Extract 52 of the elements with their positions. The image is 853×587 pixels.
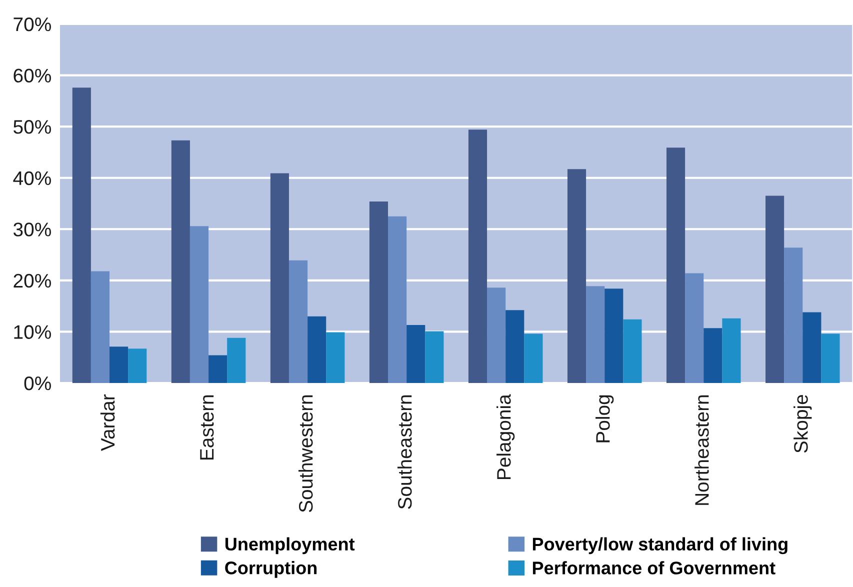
y-tick-label: 20% (14, 274, 51, 288)
bar (524, 334, 543, 383)
bar (308, 316, 326, 383)
bar (270, 173, 289, 383)
y-tick-label: 50% (14, 120, 51, 134)
bar (468, 130, 488, 383)
bar (821, 334, 840, 383)
y-tick-label: 40% (13, 171, 51, 186)
bar (567, 169, 586, 383)
bar (685, 273, 704, 383)
x-tick-label: Pelagonia (496, 394, 515, 480)
bar (586, 286, 605, 383)
y-tick-label: 0% (24, 376, 51, 390)
bar (388, 216, 407, 383)
bar (604, 288, 624, 383)
bar (190, 226, 209, 383)
bar (487, 288, 506, 383)
bar (425, 331, 444, 383)
bar (506, 310, 524, 383)
bar (90, 271, 110, 383)
y-tick-label: 70% (14, 17, 51, 32)
bar (208, 355, 228, 383)
bar (171, 140, 190, 383)
bar (227, 338, 246, 383)
x-tick-label: Northeastern (694, 395, 709, 505)
bar (623, 319, 642, 383)
legend-label: Unemployment (225, 537, 355, 554)
bar (766, 196, 784, 383)
bar (802, 312, 822, 383)
bar (369, 201, 388, 383)
legend-label: Poverty/low standard of living (532, 537, 788, 554)
y-tick-label: 10% (14, 325, 51, 339)
bar (288, 260, 308, 383)
bar (128, 348, 147, 383)
x-tick-label: Vardar (100, 394, 115, 451)
bar (704, 328, 722, 383)
legend-label: Corruption (225, 561, 317, 578)
bar (666, 148, 686, 383)
x-tick-label: Southwestern (298, 395, 313, 512)
bar (326, 332, 345, 383)
bar (722, 318, 741, 383)
bar (72, 88, 91, 383)
bar (784, 248, 803, 383)
legend-label: Performance of Government (532, 561, 776, 574)
x-tick-label: Polog (596, 395, 614, 442)
y-tick-label: 30% (13, 222, 51, 236)
y-tick-label: 60% (14, 68, 51, 83)
bar (110, 346, 128, 383)
x-tick-label: Skopje (794, 394, 812, 453)
x-tick-label: Eastern (200, 395, 214, 460)
bar (406, 325, 426, 383)
x-tick-label: Southeastern (398, 395, 412, 509)
